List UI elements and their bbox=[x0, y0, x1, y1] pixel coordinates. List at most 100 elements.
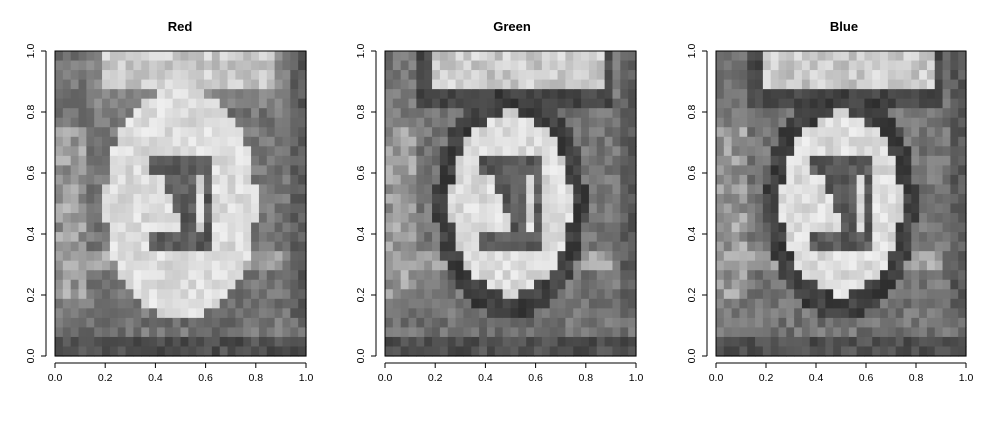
heatmap-cell bbox=[86, 289, 95, 300]
heatmap-cell bbox=[486, 136, 496, 147]
heatmap-cell bbox=[502, 127, 512, 138]
heatmap-cell bbox=[628, 251, 637, 262]
heatmap-cell bbox=[243, 317, 252, 329]
heatmap-cell bbox=[141, 60, 150, 71]
heatmap-cell bbox=[439, 165, 449, 176]
heatmap-cell bbox=[55, 317, 64, 329]
heatmap-cell bbox=[290, 136, 299, 147]
heatmap-cell bbox=[156, 213, 166, 224]
heatmap-cell bbox=[125, 60, 135, 71]
heatmap-cell bbox=[455, 270, 465, 281]
heatmap-cell bbox=[541, 174, 551, 186]
heatmap-cell bbox=[958, 260, 967, 271]
heatmap-cell bbox=[455, 174, 465, 186]
heatmap-cell bbox=[471, 213, 480, 224]
heatmap-cell bbox=[887, 260, 897, 271]
heatmap-cell bbox=[70, 79, 80, 90]
heatmap-cell bbox=[298, 155, 307, 166]
heatmap-cell bbox=[786, 336, 795, 348]
heatmap-cell bbox=[841, 174, 850, 186]
heatmap-cell bbox=[541, 60, 551, 71]
heatmap-cell bbox=[400, 336, 410, 348]
heatmap-cell bbox=[156, 241, 166, 252]
heatmap-cell bbox=[471, 222, 480, 233]
heatmap-cell bbox=[502, 184, 512, 195]
heatmap-cell bbox=[109, 60, 119, 71]
heatmap-cell bbox=[518, 89, 527, 100]
panel-title: Blue bbox=[830, 19, 858, 34]
heatmap-cell bbox=[755, 336, 764, 348]
heatmap-cell bbox=[117, 241, 127, 252]
heatmap-cell bbox=[770, 260, 780, 271]
heatmap-cell bbox=[62, 222, 72, 233]
heatmap-cell bbox=[739, 346, 748, 357]
heatmap-cell bbox=[70, 146, 80, 157]
heatmap-cell bbox=[872, 232, 881, 243]
heatmap-cell bbox=[274, 308, 284, 319]
heatmap-cell bbox=[180, 60, 189, 71]
heatmap-cell bbox=[628, 79, 637, 90]
heatmap-cell bbox=[887, 117, 897, 128]
heatmap-cell bbox=[149, 346, 158, 357]
heatmap-cell bbox=[801, 232, 811, 243]
heatmap-cell bbox=[565, 174, 574, 186]
heatmap-cell bbox=[55, 308, 64, 319]
panel-title: Red bbox=[168, 19, 193, 34]
heatmap-cell bbox=[762, 232, 772, 243]
heatmap-cell bbox=[494, 165, 504, 176]
heatmap-cell bbox=[880, 184, 889, 195]
heatmap-cell bbox=[86, 146, 95, 157]
heatmap-cell bbox=[282, 203, 291, 214]
heatmap-cell bbox=[510, 79, 519, 90]
heatmap-cell bbox=[70, 279, 80, 290]
heatmap-cell bbox=[408, 222, 417, 233]
heatmap-cell bbox=[463, 60, 472, 71]
heatmap-cell bbox=[801, 279, 811, 290]
heatmap-cell bbox=[801, 174, 811, 186]
heatmap-cell bbox=[588, 279, 598, 290]
heatmap-cell bbox=[180, 174, 189, 186]
heatmap-cell bbox=[565, 222, 574, 233]
heatmap-cell bbox=[62, 213, 72, 224]
heatmap-cell bbox=[235, 336, 244, 348]
heatmap-cell bbox=[416, 213, 425, 224]
heatmap-cell bbox=[755, 70, 764, 81]
heatmap-cell bbox=[809, 174, 819, 186]
heatmap-cell bbox=[86, 98, 95, 109]
heatmap-cell bbox=[400, 174, 410, 186]
heatmap-cell bbox=[385, 136, 394, 147]
heatmap-cell bbox=[565, 317, 574, 329]
heatmap-cell bbox=[463, 146, 472, 157]
heatmap-cell bbox=[872, 117, 881, 128]
heatmap-cell bbox=[919, 346, 928, 357]
heatmap-cell bbox=[596, 251, 606, 262]
heatmap-cell bbox=[950, 317, 959, 329]
heatmap-cell bbox=[588, 79, 598, 90]
heatmap-cell bbox=[180, 146, 189, 157]
heatmap-cell bbox=[196, 222, 205, 233]
heatmap-cell bbox=[895, 213, 905, 224]
heatmap-cell bbox=[565, 89, 574, 100]
heatmap-cell bbox=[942, 232, 951, 243]
heatmap-cell bbox=[856, 136, 866, 147]
heatmap-cell bbox=[235, 327, 244, 338]
heatmap-cell bbox=[628, 146, 637, 157]
heatmap-cell bbox=[180, 79, 189, 90]
heatmap-cell bbox=[588, 327, 598, 338]
heatmap-cell bbox=[794, 70, 803, 81]
heatmap-cell bbox=[895, 98, 905, 109]
heatmap-cell bbox=[86, 51, 95, 62]
heatmap-cell bbox=[557, 79, 566, 90]
heatmap-cell bbox=[479, 51, 488, 62]
heatmap-cell bbox=[282, 222, 291, 233]
heatmap-cell bbox=[219, 232, 229, 243]
heatmap-cell bbox=[125, 79, 135, 90]
heatmap-cell bbox=[494, 308, 504, 319]
heatmap-cell bbox=[416, 89, 425, 100]
heatmap-cell bbox=[125, 203, 135, 214]
heatmap-cell bbox=[479, 98, 488, 109]
heatmap-cell bbox=[620, 136, 629, 147]
heatmap-cell bbox=[494, 203, 504, 214]
heatmap-cell bbox=[620, 203, 629, 214]
heatmap-cell bbox=[156, 193, 166, 205]
